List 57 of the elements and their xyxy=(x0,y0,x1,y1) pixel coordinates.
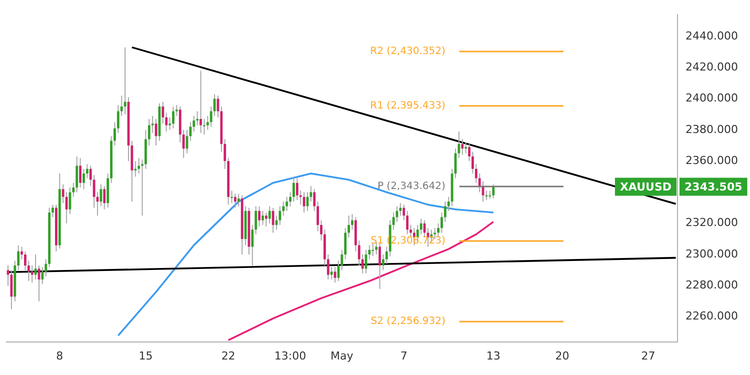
x-tick-label: 7 xyxy=(400,349,408,362)
ref-line-label: S2 (2,256.932) xyxy=(370,316,446,328)
ref-line-label: P (2,343.642) xyxy=(377,181,446,192)
ref-line-label: R1 (2,395.433) xyxy=(370,100,446,112)
x-tick-label: 22 xyxy=(221,349,236,362)
candlestick xyxy=(30,264,34,284)
y-tick-label: 2300.000 xyxy=(686,247,738,260)
candlestick xyxy=(488,190,492,199)
candlestick xyxy=(79,157,82,188)
candlestick xyxy=(124,46,126,115)
y-tick-label: 2360.000 xyxy=(686,154,738,167)
candlestick xyxy=(134,160,137,178)
candlestick xyxy=(264,212,268,227)
candlestick xyxy=(278,206,282,226)
candlestick xyxy=(378,243,381,290)
ref-line-label: R2 (2,430.352) xyxy=(370,46,446,58)
y-tick-label: 2400.000 xyxy=(686,92,738,105)
y-tick-label: 2320.000 xyxy=(686,216,738,230)
candlestick xyxy=(237,193,240,207)
candlestick xyxy=(138,157,140,174)
y-tick-label: 2280.000 xyxy=(686,278,738,292)
candlestick xyxy=(86,164,88,179)
x-tick-label: 15 xyxy=(138,349,153,362)
candlestick xyxy=(461,138,464,156)
candlestick xyxy=(162,101,164,124)
x-tick-label: 13:00 xyxy=(274,349,306,362)
candlestick xyxy=(234,193,236,208)
candlestick xyxy=(262,210,264,226)
candlestick xyxy=(76,156,78,193)
candlestick xyxy=(103,185,106,210)
candlestick xyxy=(330,266,333,280)
x-tick-label: 13 xyxy=(486,349,500,362)
candlestick xyxy=(34,254,37,280)
candlestick xyxy=(492,184,495,199)
candlestick xyxy=(41,266,44,285)
y-tick-label: 2260.000 xyxy=(686,310,738,323)
annotation: XAUUSD xyxy=(620,180,672,194)
candlestick xyxy=(268,206,271,224)
candlestick xyxy=(420,218,422,235)
candlestick xyxy=(172,106,174,129)
text: 2343.505 xyxy=(684,180,742,194)
y-tick-label: 2440.000 xyxy=(686,29,738,42)
x-tick-label: 27 xyxy=(641,349,656,362)
y-tick-label: 2380.000 xyxy=(686,122,738,136)
y-tick-label: 2420.000 xyxy=(686,60,738,74)
candlestick xyxy=(286,196,288,212)
candlestick xyxy=(200,70,202,134)
candlestick xyxy=(372,243,374,257)
candlestick xyxy=(258,206,260,227)
candlestick xyxy=(292,176,295,202)
candlestick xyxy=(82,168,85,190)
candlestick xyxy=(272,207,274,234)
x-tick-label: 8 xyxy=(56,349,64,362)
candlestick xyxy=(464,142,468,154)
candlestick xyxy=(296,178,298,201)
x-tick-label: 20 xyxy=(555,349,570,362)
x-tick-label: May xyxy=(330,349,354,362)
